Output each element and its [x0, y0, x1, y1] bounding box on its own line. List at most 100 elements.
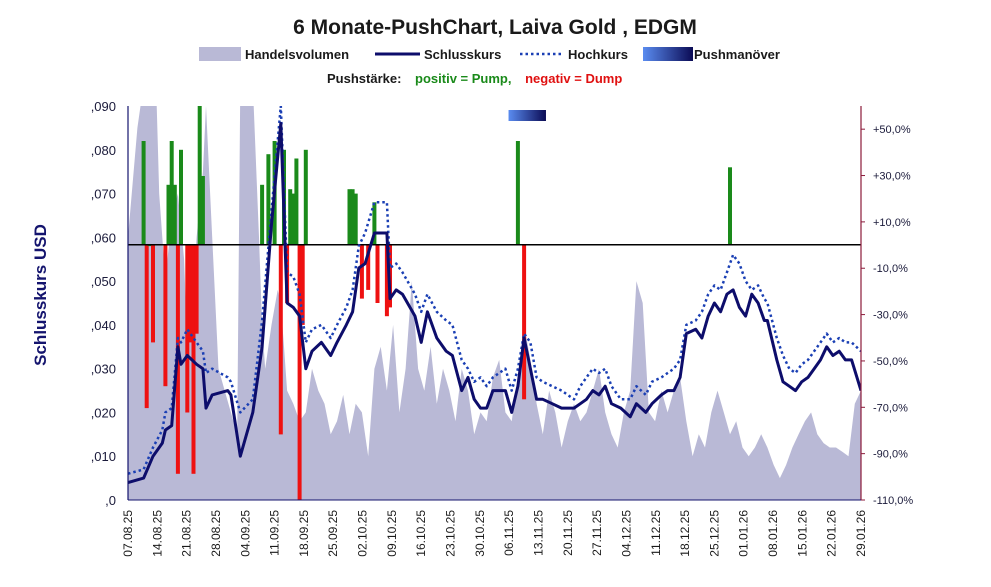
- pump-bar: [372, 202, 377, 245]
- x-tick-label: 29.01.26: [854, 510, 868, 557]
- y-tick-label: ,050: [91, 274, 116, 289]
- pump-bar: [169, 141, 174, 245]
- pump-bar: [266, 154, 271, 245]
- dump-bar: [151, 244, 155, 343]
- dump-bar: [366, 244, 371, 290]
- x-tick-label: 21.08.25: [180, 510, 194, 557]
- x-tick-label: 04.09.25: [238, 510, 252, 557]
- y2-tick-label: +30,0%: [873, 171, 911, 183]
- close-line: [128, 122, 861, 484]
- y-tick-label: ,0: [105, 493, 116, 508]
- x-tick-label: 22.01.26: [825, 510, 839, 557]
- pump-bar: [291, 193, 296, 245]
- x-tick-label: 23.10.25: [444, 510, 458, 557]
- x-tick-label: 18.09.25: [297, 510, 311, 557]
- y-tick-label: ,080: [91, 143, 116, 158]
- y-axis-title: Schlusskurs USD: [31, 224, 50, 366]
- plot-layer: [128, 106, 861, 500]
- dump-bar: [375, 244, 380, 303]
- dump-bar: [185, 244, 190, 413]
- y2-tick-label: +10,0%: [873, 217, 911, 229]
- pump-bar: [197, 106, 202, 245]
- pump-bar: [200, 176, 205, 245]
- dump-bar: [300, 244, 305, 325]
- x-tick-label: 27.11.25: [590, 510, 604, 556]
- push-marker: [508, 110, 546, 121]
- pump-bar: [350, 189, 355, 245]
- pump-bar: [141, 141, 146, 245]
- x-tick-label: 30.10.25: [473, 510, 487, 557]
- pump-bar: [166, 184, 171, 245]
- dump-bar: [297, 244, 302, 500]
- x-tick-label: 11.12.25: [649, 510, 663, 556]
- dump-bar: [194, 244, 199, 334]
- y-tick-label: ,040: [91, 318, 116, 333]
- x-tick-label: 25.09.25: [326, 510, 340, 557]
- legend-high-label: Hochkurs: [568, 47, 628, 62]
- x-tick-label: 28.08.25: [209, 510, 223, 557]
- pump-bar: [179, 149, 183, 245]
- dump-bar: [163, 244, 168, 387]
- x-tick-label: 09.10.25: [385, 510, 399, 557]
- y-tick-label: ,010: [91, 449, 116, 464]
- x-tick-label: 01.01.26: [737, 510, 751, 557]
- x-tick-label: 13.11.25: [532, 510, 546, 556]
- x-tick-label: 08.01.26: [766, 510, 780, 557]
- dump-bar: [522, 244, 527, 400]
- y2-tick-label: -50,0%: [873, 356, 908, 368]
- pushstrength-negative: negativ = Dump: [525, 71, 622, 86]
- pump-bar: [347, 189, 352, 245]
- y2-tick-label: -10,0%: [873, 263, 908, 275]
- x-tick-label: 07.08.25: [121, 510, 135, 557]
- x-tick-label: 14.08.25: [150, 510, 164, 557]
- volume-area: [128, 106, 861, 500]
- axes: ,0 ,010 ,020 ,030 ,040 ,050 ,060 ,070 ,080 ,090 -1…: [91, 99, 914, 557]
- dump-bar: [188, 244, 193, 343]
- y-tick-label: ,060: [91, 230, 116, 245]
- dump-bar: [359, 244, 364, 299]
- y-tick-label: ,020: [91, 405, 116, 420]
- x-tick-label: 15.01.26: [795, 510, 809, 557]
- legend-close-label: Schlusskurs: [424, 47, 501, 62]
- pump-bar: [303, 149, 308, 245]
- y-tick-label: ,090: [91, 99, 116, 114]
- y2-tick-label: -90,0%: [873, 449, 908, 461]
- x-tick-label: 02.10.25: [356, 510, 370, 557]
- pump-bar: [294, 158, 299, 245]
- dump-bar: [144, 244, 149, 409]
- x-tick-label: 06.11.25: [502, 510, 516, 556]
- y-tick-label: ,030: [91, 362, 116, 377]
- x-tick-label: 11.09.25: [268, 510, 282, 556]
- y-tick-label: ,070: [91, 187, 116, 202]
- y2-tick-label: +50,0%: [873, 124, 911, 136]
- y2-tick-label: -110,0%: [873, 495, 913, 507]
- pump-bar: [728, 167, 732, 245]
- pump-bar: [172, 184, 177, 245]
- dump-bar: [384, 244, 389, 317]
- x-tick-label: 25.12.25: [707, 510, 721, 557]
- chart-title: 6 Monate-PushChart, Laiva Gold , EDGM: [293, 16, 697, 39]
- x-tick-label: 16.10.25: [414, 510, 428, 557]
- legend: Handelsvolumen Schlusskurs Hochkurs Push…: [199, 47, 780, 62]
- legend-push-label: Pushmanöver: [694, 47, 780, 62]
- dump-bar: [191, 244, 196, 474]
- pump-bar: [515, 141, 520, 245]
- legend-volume-label: Handelsvolumen: [245, 47, 349, 62]
- x-tick-label: 04.12.25: [619, 510, 633, 557]
- high-line: [128, 106, 861, 475]
- pump-bar: [353, 193, 358, 245]
- y2-tick-label: -30,0%: [873, 310, 908, 322]
- legend-volume-swatch: [199, 47, 241, 61]
- pushstrength-label: Pushstärke:: [327, 71, 401, 86]
- legend-push-swatch: [643, 47, 693, 61]
- pushstrength-positive: positiv = Pump,: [415, 71, 511, 86]
- pump-bar: [260, 184, 265, 245]
- x-tick-label: 20.11.25: [561, 510, 575, 556]
- dump-bar: [278, 244, 283, 435]
- plot-area: [128, 106, 861, 500]
- x-tick-label: 18.12.25: [678, 510, 692, 557]
- y2-tick-label: -70,0%: [873, 402, 908, 414]
- pump-bar: [288, 189, 293, 245]
- pushstrength-caption: Pushstärke: positiv = Pump, negativ = Du…: [327, 71, 622, 86]
